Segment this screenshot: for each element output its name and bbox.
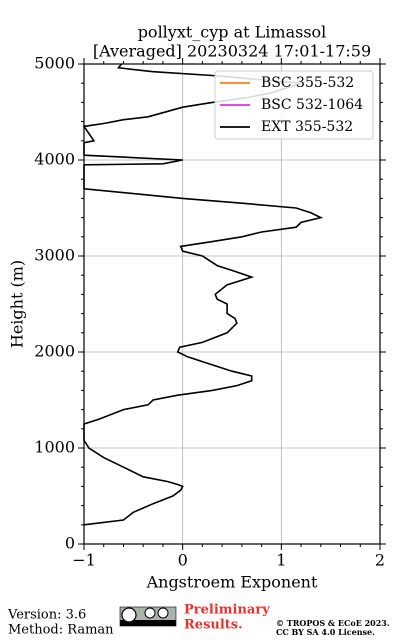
preliminary: Results.	[184, 618, 243, 633]
y-tick-label: 0	[65, 534, 75, 553]
version: Version: 3.6	[7, 608, 86, 623]
legend-label: BSC 355-532	[261, 75, 354, 91]
x-tick-label: 0	[178, 551, 188, 570]
method: Method: Raman	[8, 623, 114, 638]
plot-frame	[83, 63, 381, 545]
preliminary: Preliminary	[184, 603, 270, 618]
y-tick-label: 2000	[34, 342, 75, 361]
legend-box	[214, 70, 374, 140]
cc-logo	[119, 606, 177, 627]
x-tick-label: 2	[375, 551, 385, 570]
y-tick-label: 5000	[34, 54, 75, 73]
y-tick-label: 4000	[34, 150, 75, 169]
y-axis-label: Height (m)	[8, 260, 27, 348]
chart-title: pollyxt_cyp at Limassol	[138, 23, 327, 42]
chart-subtitle: [Averaged] 20230324 17:01-17:59	[93, 42, 371, 61]
x-tick-label: 1	[276, 551, 286, 570]
x-axis-label: Angstroem Exponent	[146, 573, 318, 592]
y-tick-label: 1000	[34, 438, 75, 457]
legend-label: BSC 532-1064	[261, 97, 363, 113]
legend-label: EXT 355-532	[261, 119, 353, 135]
y-tick-label: 3000	[34, 246, 75, 265]
data-line	[82, 63, 324, 526]
copyright: CC BY SA 4.0 License.	[276, 627, 375, 637]
copyright: © TROPOS & ECoE 2023.	[276, 618, 390, 628]
x-tick-label: −1	[72, 551, 96, 570]
